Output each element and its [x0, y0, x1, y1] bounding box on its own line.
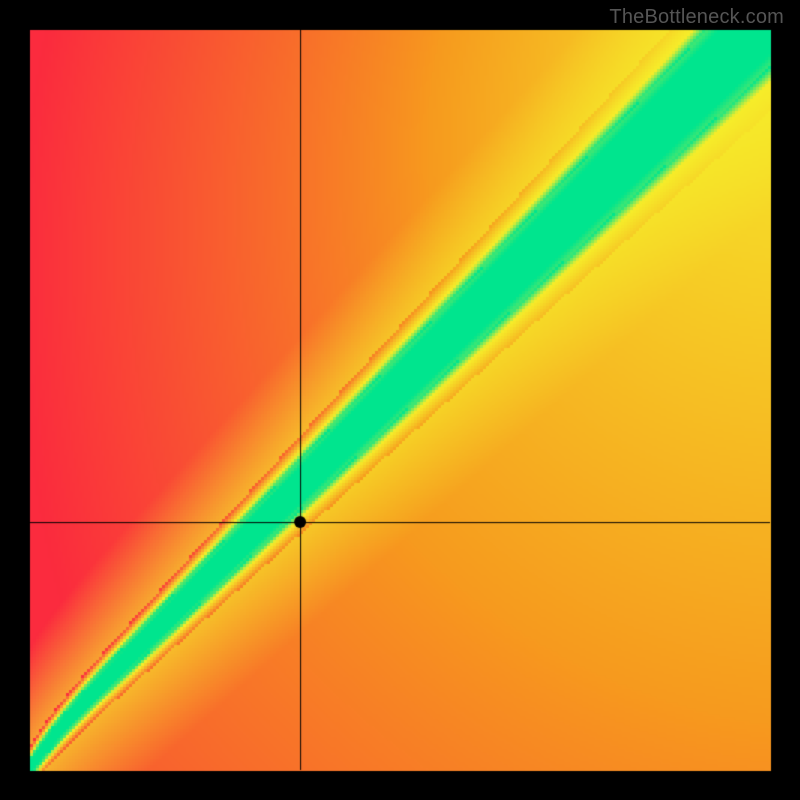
- watermark-text: TheBottleneck.com: [609, 6, 784, 29]
- heatmap-canvas: [0, 0, 800, 800]
- bottleneck-heatmap: TheBottleneck.com: [0, 0, 800, 800]
